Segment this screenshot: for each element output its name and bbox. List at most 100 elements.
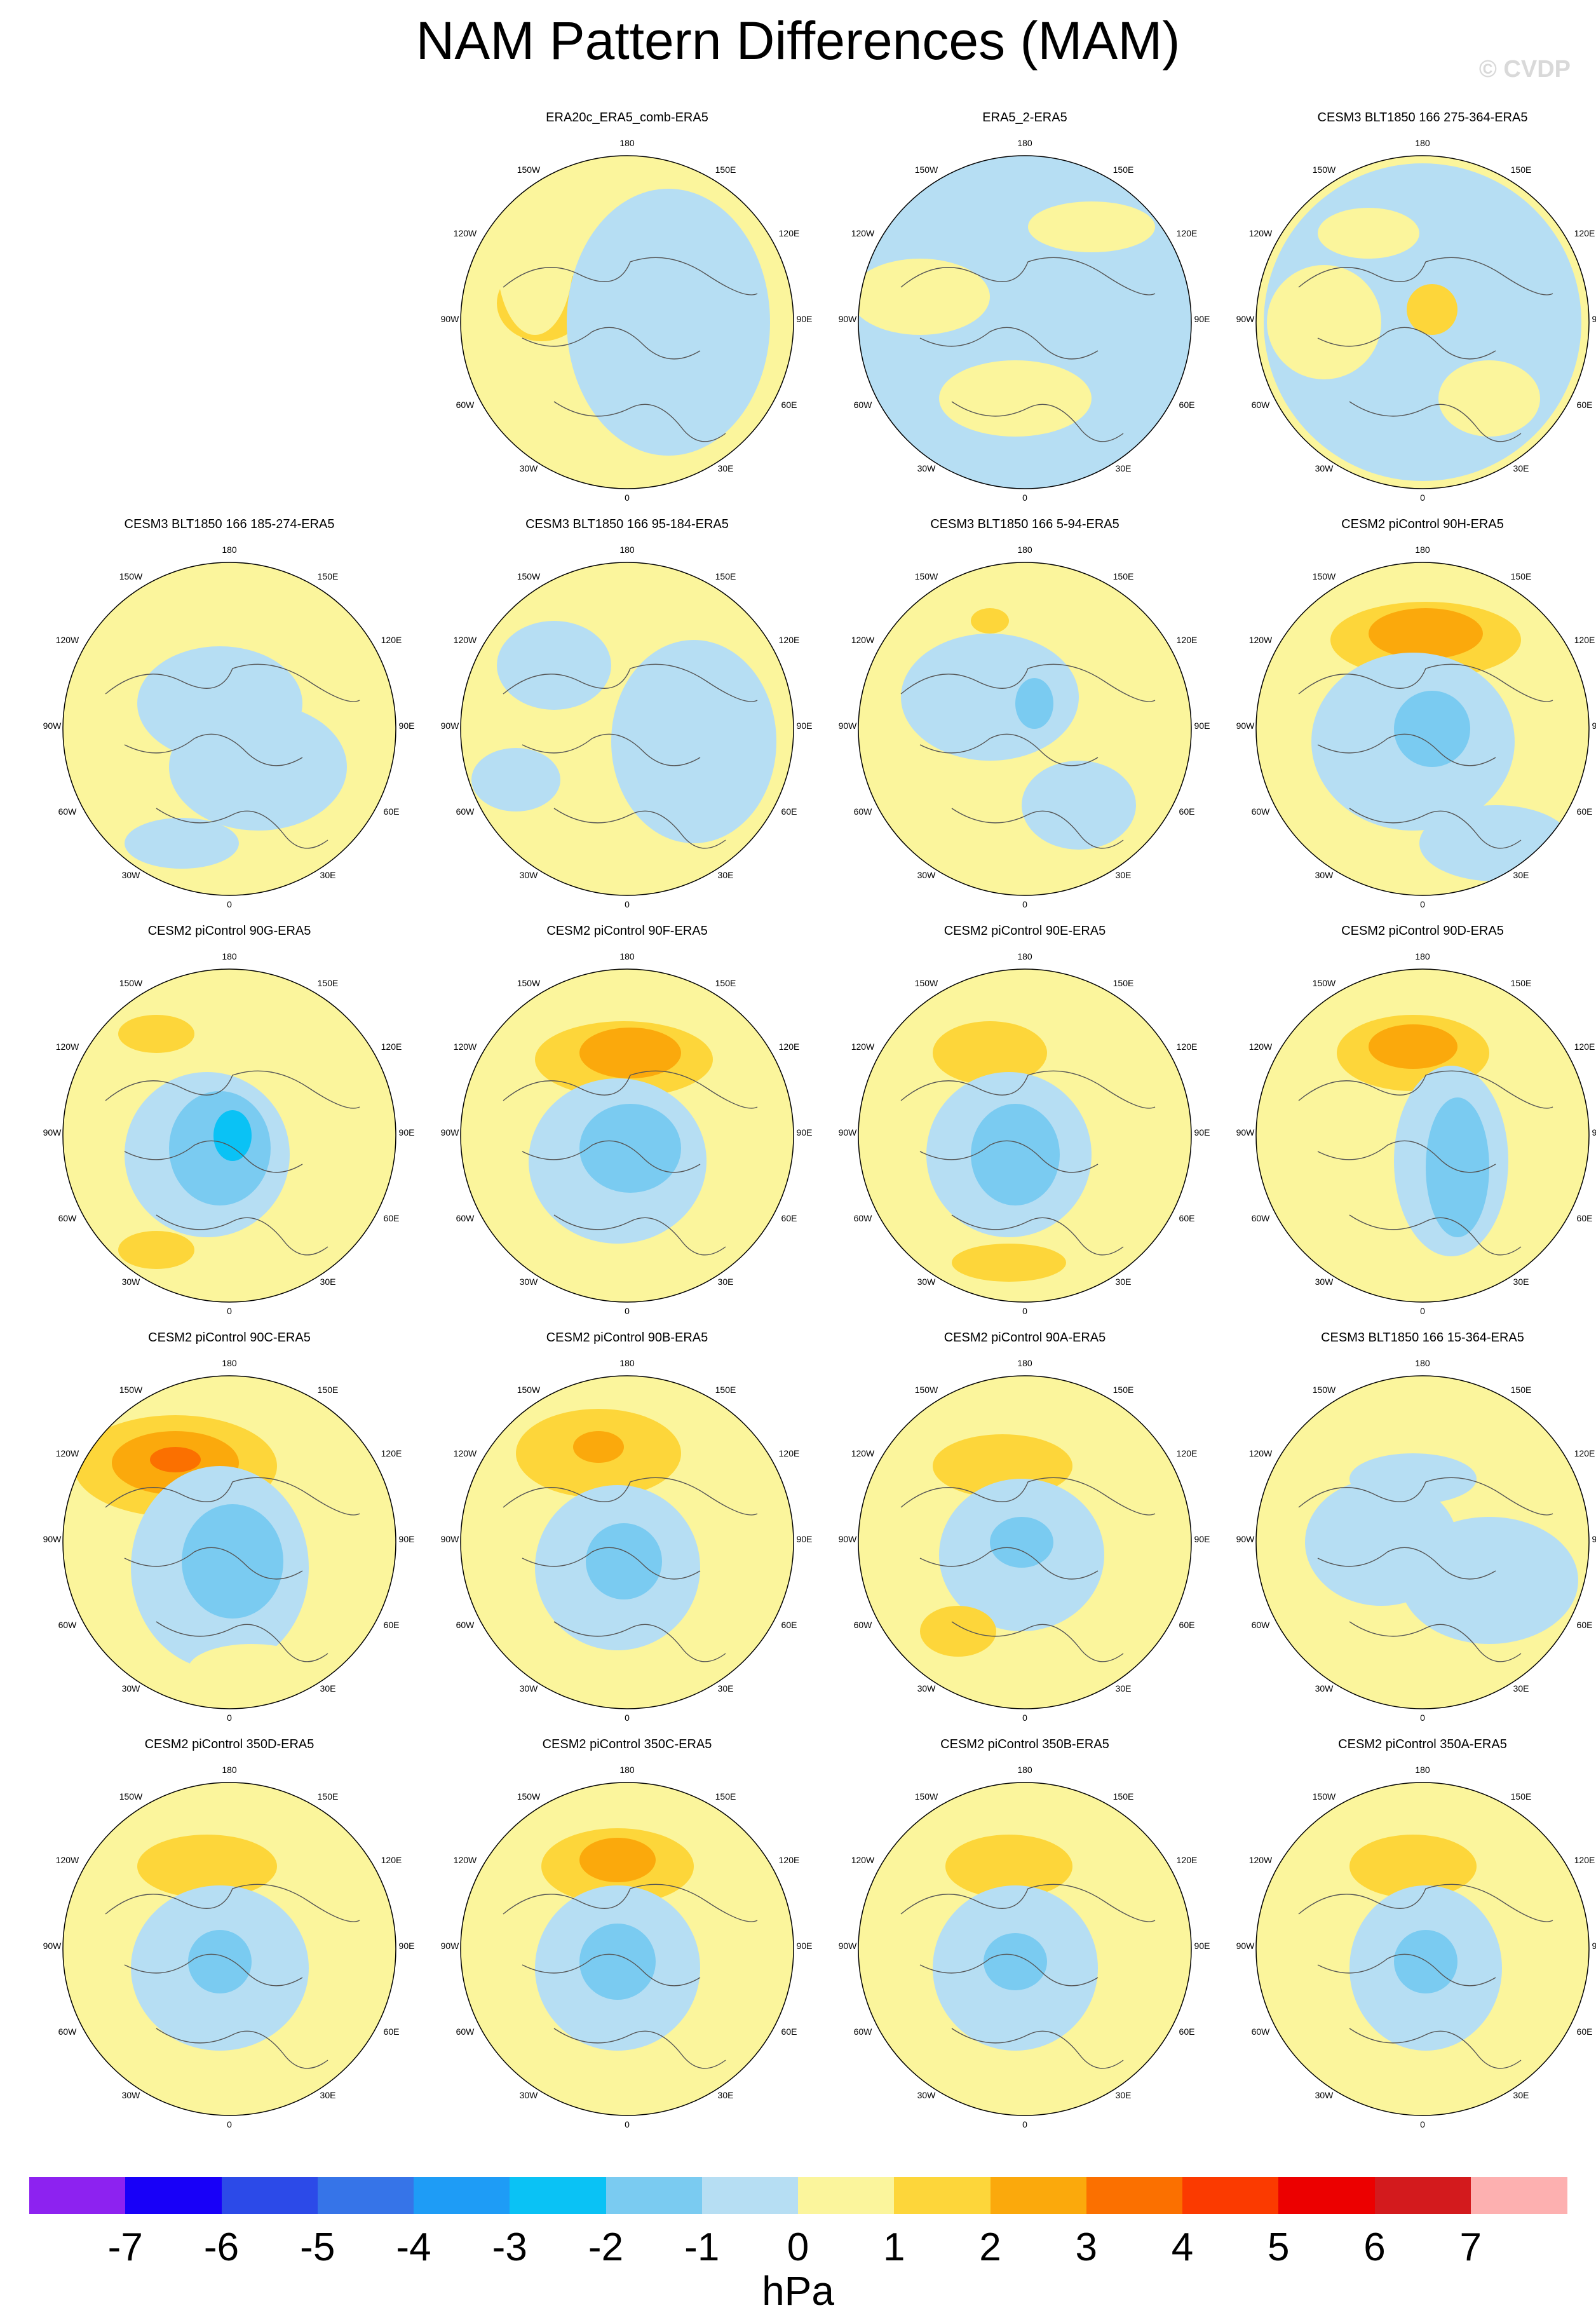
map-panel: CESM2 piControl 350A-ERA5 180 150W 150E 120W… bbox=[1222, 1736, 1596, 2143]
longitude-label: 90W bbox=[43, 1534, 62, 1544]
map-panel: CESM3 BLT1850 166 5-94-ERA5 180 150W 150E 12… bbox=[825, 516, 1225, 923]
longitude-label: 150E bbox=[1511, 165, 1532, 175]
longitude-label: 30E bbox=[718, 870, 734, 880]
longitude-label: 150W bbox=[517, 1385, 541, 1395]
longitude-label: 0 bbox=[625, 2119, 630, 2129]
longitude-label: 90E bbox=[1592, 721, 1596, 731]
longitude-label: 30W bbox=[917, 1277, 937, 1287]
anomaly-contour bbox=[579, 1838, 656, 1882]
anomaly-contour bbox=[213, 1110, 252, 1161]
longitude-label: 60E bbox=[384, 1620, 400, 1630]
longitude-label: 90W bbox=[1236, 314, 1255, 324]
colorbar-tick: 5 bbox=[1268, 2225, 1290, 2269]
longitude-label: 150W bbox=[915, 1791, 938, 1802]
map-border bbox=[858, 562, 1192, 896]
longitude-label: 180 bbox=[619, 545, 635, 555]
longitude-label: 60W bbox=[58, 2026, 78, 2037]
colorbar-tick: 7 bbox=[1459, 2225, 1482, 2269]
longitude-label: 90W bbox=[441, 1534, 460, 1544]
longitude-label: 120E bbox=[1574, 1042, 1595, 1052]
panel-title: CESM2 piControl 90B-ERA5 bbox=[546, 1331, 708, 1345]
anomaly-contour bbox=[125, 818, 239, 869]
longitude-label: 150E bbox=[1113, 1385, 1134, 1395]
longitude-label: 0 bbox=[227, 2119, 232, 2129]
longitude-label: 90E bbox=[1592, 314, 1596, 324]
anomaly-contour bbox=[939, 360, 1092, 437]
panel-title: CESM3 BLT1850 166 5-94-ERA5 bbox=[930, 517, 1119, 531]
anomaly-contour bbox=[1318, 208, 1419, 259]
map-panel: CESM3 BLT1850 166 15-364-ERA5 180 150W 150E… bbox=[1222, 1329, 1596, 1736]
longitude-label: 180 bbox=[222, 1765, 237, 1775]
longitude-label: 0 bbox=[1022, 1306, 1027, 1316]
longitude-label: 0 bbox=[227, 1306, 232, 1316]
map-border bbox=[460, 1375, 794, 1709]
anomaly-contour bbox=[984, 1933, 1047, 1990]
polar-stereographic-map: 180 150W 150E 120W 120E 90W 90E 60W 60E 30W 30E 0 bbox=[1236, 1765, 1596, 2129]
longitude-label: 0 bbox=[1022, 899, 1027, 909]
longitude-label: 60W bbox=[854, 2026, 873, 2037]
longitude-label: 120E bbox=[1574, 635, 1595, 645]
longitude-label: 90E bbox=[399, 1127, 415, 1137]
longitude-label: 60W bbox=[1252, 1620, 1271, 1630]
longitude-label: 30E bbox=[1513, 1683, 1529, 1694]
longitude-label: 60E bbox=[781, 2026, 797, 2037]
longitude-label: 90W bbox=[1236, 1941, 1255, 1951]
longitude-label: 150W bbox=[517, 978, 541, 988]
polar-stereographic-map: 180 150W 150E 120W 120E 90W 90E 60W 60E 30W 30E 0 bbox=[1236, 1358, 1596, 1723]
longitude-label: 150E bbox=[715, 571, 736, 581]
map-border bbox=[1255, 155, 1590, 489]
longitude-label: 150W bbox=[915, 571, 938, 581]
longitude-label: 0 bbox=[1420, 492, 1425, 503]
longitude-label: 90E bbox=[399, 1941, 415, 1951]
polar-stereographic-map: 180 150W 150E 120W 120E 90W 90E 60W 60E 30W 30E 0 bbox=[441, 138, 813, 503]
coastline bbox=[503, 1884, 758, 2069]
longitude-label: 90W bbox=[839, 1534, 858, 1544]
longitude-label: 60W bbox=[456, 1620, 475, 1630]
longitude-label: 120E bbox=[381, 635, 402, 645]
anomaly-contour bbox=[118, 1231, 194, 1269]
longitude-label: 180 bbox=[1415, 1765, 1430, 1775]
anomaly-contour bbox=[169, 703, 347, 831]
longitude-label: 0 bbox=[625, 1306, 630, 1316]
longitude-label: 120W bbox=[1249, 635, 1273, 645]
polar-stereographic-map: 180 150W 150E 120W 120E 90W 90E 60W 60E 30W 30E 0 bbox=[839, 1358, 1210, 1723]
longitude-label: 30E bbox=[718, 463, 734, 473]
anomaly-contour bbox=[586, 1523, 662, 1599]
longitude-label: 0 bbox=[227, 899, 232, 909]
longitude-label: 0 bbox=[625, 1713, 630, 1723]
longitude-label: 150W bbox=[119, 1791, 143, 1802]
longitude-label: 120E bbox=[779, 1855, 800, 1865]
longitude-label: 150W bbox=[1313, 978, 1336, 988]
coastline bbox=[1298, 1884, 1553, 2069]
longitude-label: 0 bbox=[1022, 1713, 1027, 1723]
longitude-label: 30E bbox=[320, 1277, 336, 1287]
map-border bbox=[62, 1375, 396, 1709]
longitude-label: 60E bbox=[384, 806, 400, 817]
longitude-label: 30E bbox=[1513, 870, 1529, 880]
anomaly-contour bbox=[1419, 805, 1572, 881]
colorbar-segment bbox=[1086, 2177, 1183, 2214]
longitude-label: 180 bbox=[1017, 138, 1032, 148]
longitude-label: 60W bbox=[854, 400, 873, 410]
longitude-label: 120E bbox=[1177, 228, 1198, 238]
longitude-label: 60W bbox=[456, 2026, 475, 2037]
coastline bbox=[503, 663, 758, 849]
longitude-label: 120W bbox=[1249, 228, 1273, 238]
longitude-label: 120W bbox=[56, 635, 79, 645]
map-panel: CESM2 piControl 90F-ERA5 180 150W 150E 120W 1… bbox=[427, 923, 827, 1329]
longitude-label: 0 bbox=[1022, 492, 1027, 503]
map-panel: CESM2 piControl 90B-ERA5 180 150W 150E 120W 1… bbox=[427, 1329, 827, 1736]
longitude-label: 180 bbox=[222, 951, 237, 961]
longitude-label: 120E bbox=[779, 1042, 800, 1052]
longitude-label: 60W bbox=[854, 806, 873, 817]
map-panel: CESM3 BLT1850 166 185-274-ERA5 180 150W 150… bbox=[29, 516, 429, 923]
longitude-label: 90E bbox=[1194, 1127, 1210, 1137]
coastline bbox=[503, 257, 758, 442]
colorbar-segment bbox=[29, 2177, 126, 2214]
longitude-label: 120E bbox=[381, 1042, 402, 1052]
colorbar bbox=[29, 2177, 1567, 2214]
longitude-label: 180 bbox=[1415, 1358, 1430, 1368]
longitude-label: 120E bbox=[1574, 1448, 1595, 1458]
anomaly-contour bbox=[497, 182, 573, 335]
longitude-label: 120W bbox=[454, 635, 477, 645]
